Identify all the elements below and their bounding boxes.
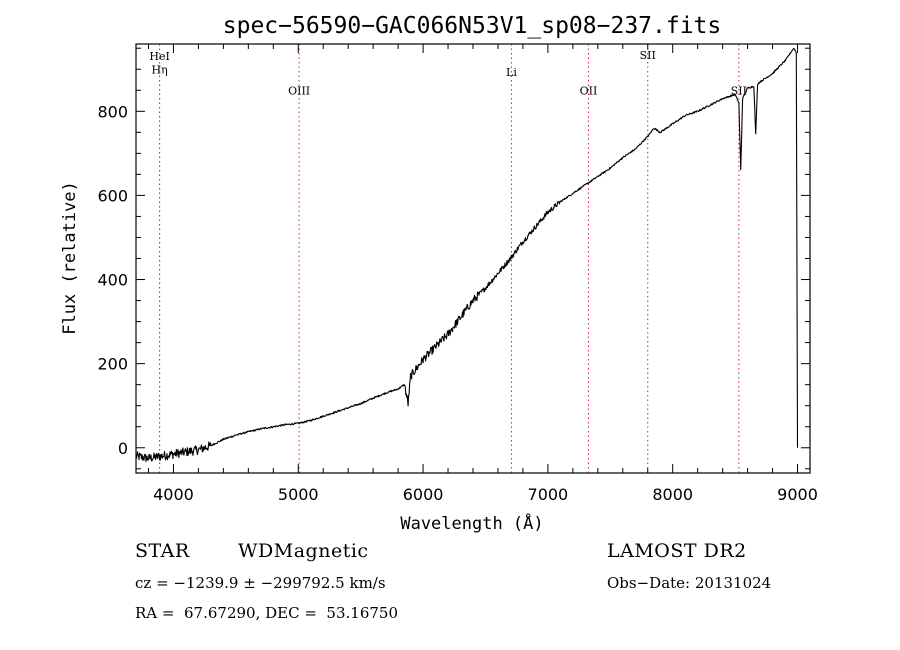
spectral-line-label: Hη	[151, 63, 167, 76]
chart-title: spec−56590−GAC066N53V1_sp08−237.fits	[223, 13, 722, 39]
spectral-line-label: OII	[580, 84, 598, 97]
observation-date: Obs−Date: 20131024	[607, 574, 772, 592]
x-tick-label: 5000	[278, 485, 319, 504]
x-axis-label: Wavelength (Å)	[400, 512, 543, 534]
x-tick-label: 9000	[777, 485, 818, 504]
survey-name: LAMOST DR2	[607, 540, 747, 562]
y-tick-label: 200	[97, 355, 128, 374]
spectral-line-label: HeI	[149, 50, 169, 63]
y-tick-label: 400	[97, 271, 128, 290]
x-tick-label: 7000	[528, 485, 569, 504]
y-axis-label: Flux (relative)	[60, 181, 80, 335]
spectral-line-label: Li	[506, 66, 517, 79]
spectrum-series-line	[135, 47, 799, 463]
object-subclass: WDMagnetic	[238, 540, 369, 562]
spectral-line-label: SII	[640, 49, 656, 62]
coordinates: RA = 67.67290, DEC = 53.16750	[135, 604, 399, 622]
redshift-cz: cz = −1239.9 ± −299792.5 km/s	[135, 574, 386, 592]
spectral-line-label: OIII	[288, 84, 310, 97]
plot-frame	[135, 43, 811, 474]
y-tick-label: 0	[118, 439, 128, 458]
x-tick-label: 6000	[403, 485, 444, 504]
object-class: STAR	[135, 540, 190, 562]
y-tick-label: 800	[97, 102, 128, 121]
x-tick-label: 4000	[153, 485, 194, 504]
axis-ticks: 4000 5000 6000 7000 8000 9000 0 200 400 600 800	[97, 44, 818, 504]
y-tick-label: 600	[97, 186, 128, 205]
x-tick-label: 8000	[652, 485, 693, 504]
